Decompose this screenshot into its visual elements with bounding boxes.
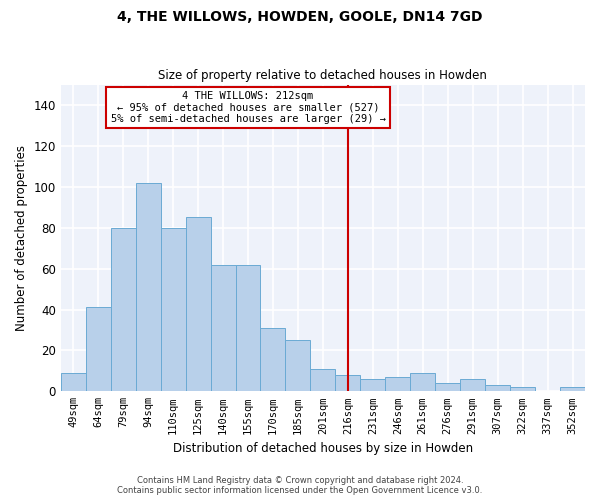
Bar — [236, 264, 260, 392]
Bar — [460, 379, 485, 392]
Y-axis label: Number of detached properties: Number of detached properties — [15, 145, 28, 331]
Bar — [286, 340, 310, 392]
Bar — [61, 373, 86, 392]
Bar — [435, 383, 460, 392]
Bar — [136, 182, 161, 392]
Bar — [111, 228, 136, 392]
Bar — [410, 373, 435, 392]
Title: Size of property relative to detached houses in Howden: Size of property relative to detached ho… — [158, 69, 487, 82]
Bar — [185, 218, 211, 392]
Bar — [335, 375, 361, 392]
Bar — [211, 264, 236, 392]
Bar — [385, 377, 410, 392]
Text: 4, THE WILLOWS, HOWDEN, GOOLE, DN14 7GD: 4, THE WILLOWS, HOWDEN, GOOLE, DN14 7GD — [117, 10, 483, 24]
X-axis label: Distribution of detached houses by size in Howden: Distribution of detached houses by size … — [173, 442, 473, 455]
Text: 4 THE WILLOWS: 212sqm
← 95% of detached houses are smaller (527)
5% of semi-deta: 4 THE WILLOWS: 212sqm ← 95% of detached … — [110, 90, 386, 124]
Bar — [260, 328, 286, 392]
Bar — [560, 387, 585, 392]
Text: Contains HM Land Registry data © Crown copyright and database right 2024.
Contai: Contains HM Land Registry data © Crown c… — [118, 476, 482, 495]
Bar — [161, 228, 185, 392]
Bar — [361, 379, 385, 392]
Bar — [310, 369, 335, 392]
Bar — [485, 385, 510, 392]
Bar — [86, 308, 111, 392]
Bar — [510, 387, 535, 392]
